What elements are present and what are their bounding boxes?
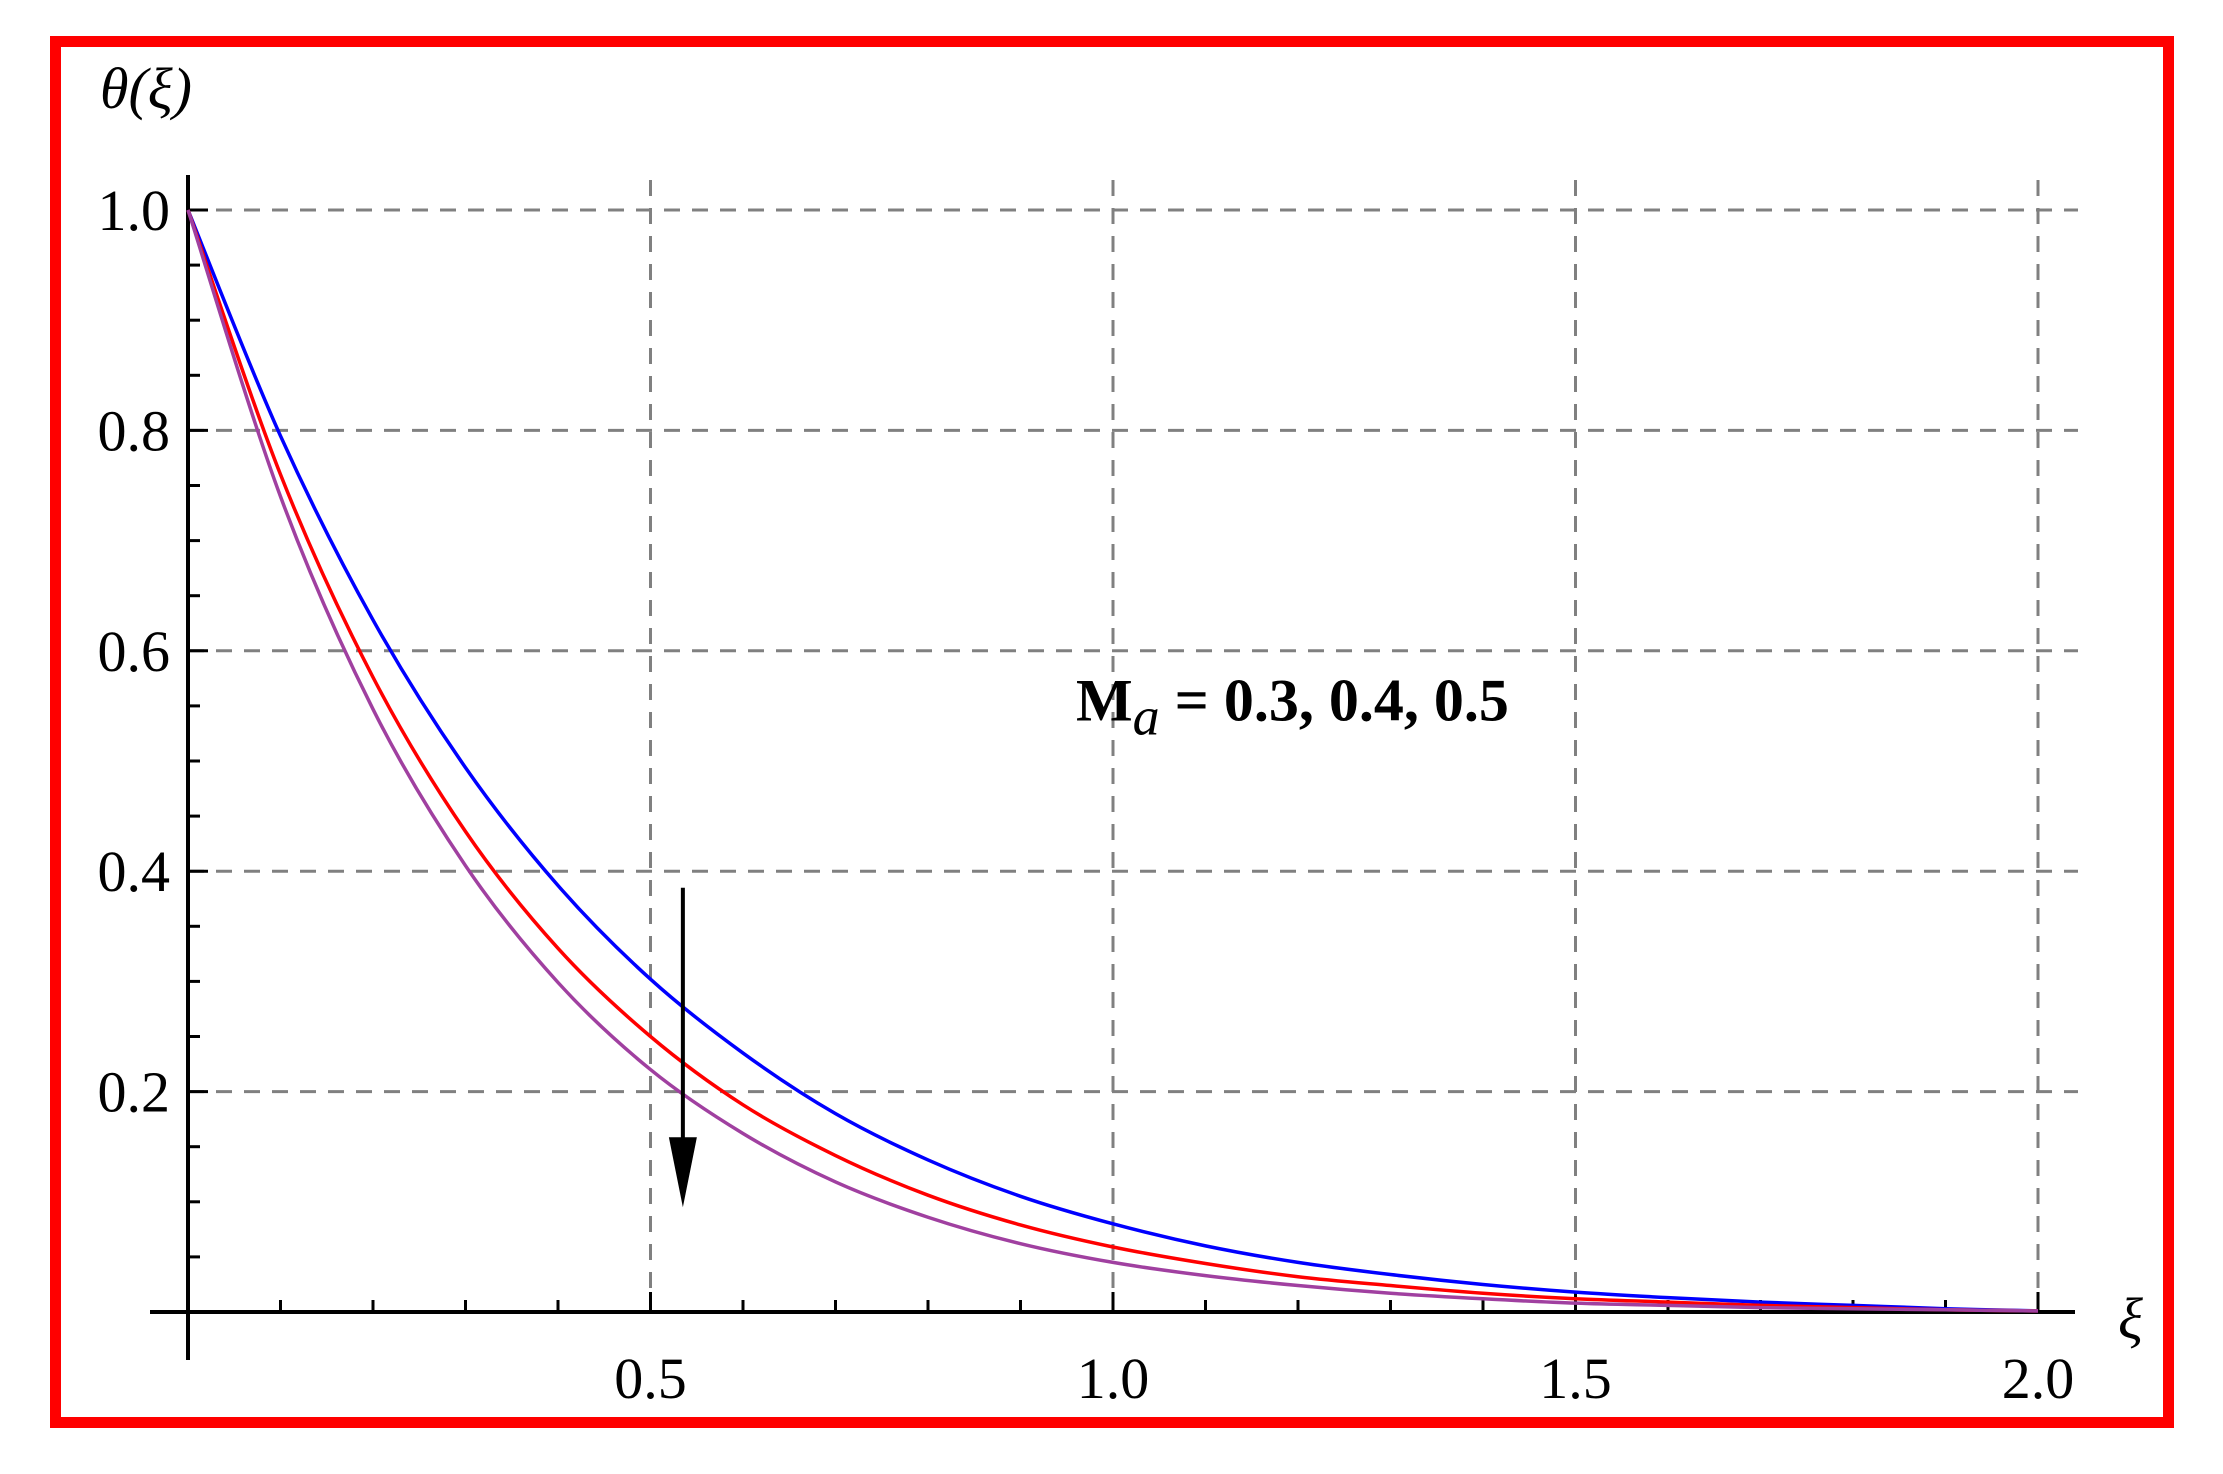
x-tick-label: 1.0 <box>1077 1346 1150 1411</box>
series-line-2 <box>186 209 2039 1313</box>
parameter-annotation: Ma = 0.3, 0.4, 0.5 <box>1076 667 1509 746</box>
y-tick-label: 0.4 <box>98 839 171 904</box>
x-tick-label: 0.5 <box>614 1346 687 1411</box>
series-line-3 <box>186 209 2039 1313</box>
grid-lines <box>188 180 2078 1312</box>
x-tick-label: 2.0 <box>2002 1346 2075 1411</box>
annotation-symbol: M <box>1076 667 1133 733</box>
labels: θ(ξ) ξ Ma = 0.3, 0.4, 0.5 <box>100 56 2143 1351</box>
y-axis-label: θ(ξ) <box>100 56 192 121</box>
arrow-head <box>668 1137 697 1208</box>
annotation-subscript: a <box>1133 686 1160 746</box>
x-axis-label: ξ <box>2118 1286 2143 1351</box>
direction-arrow <box>668 887 697 1208</box>
series-line-1 <box>186 209 2039 1313</box>
y-tick-label: 1.0 <box>98 178 171 243</box>
y-tick-label: 0.6 <box>98 619 171 684</box>
y-tick-label: 0.8 <box>98 398 171 463</box>
series-lines <box>186 209 2039 1313</box>
x-tick-label: 1.5 <box>1539 1346 1612 1411</box>
y-tick-label: 0.2 <box>98 1060 171 1125</box>
annotation-values: = 0.3, 0.4, 0.5 <box>1160 667 1509 733</box>
axes: 0.5 1.0 1.5 2.0 0.2 0.4 0.6 0.8 1.0 <box>98 175 2075 1411</box>
